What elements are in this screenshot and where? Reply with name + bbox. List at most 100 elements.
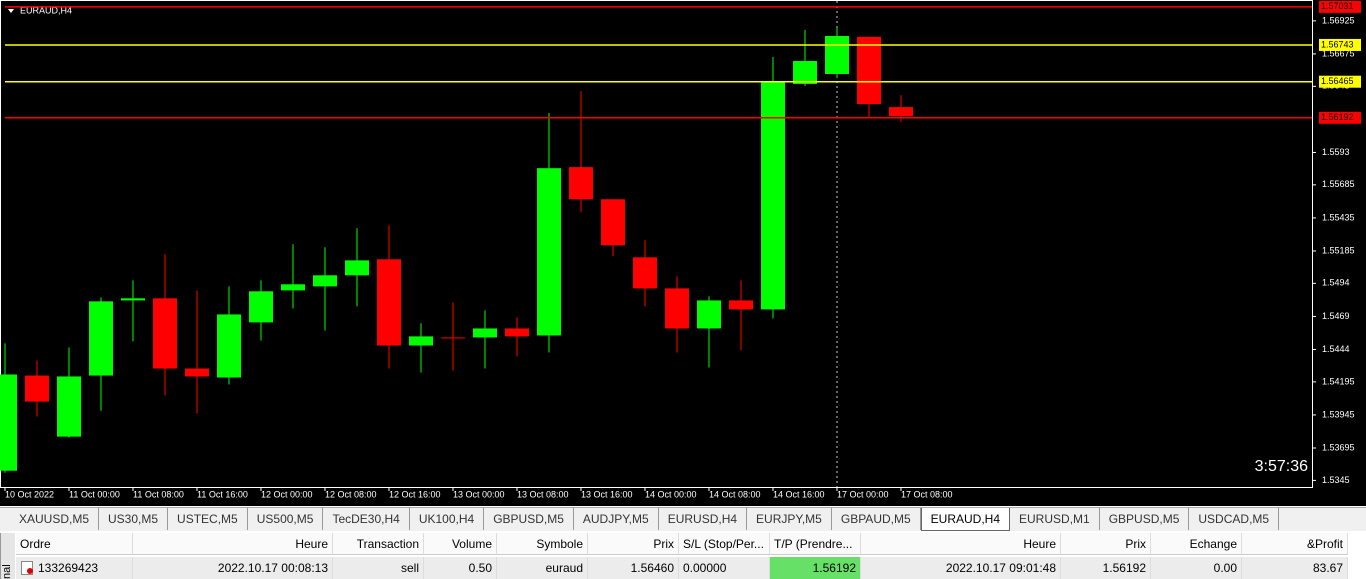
table-cell: 0.00	[1151, 557, 1242, 579]
candle-body	[633, 257, 657, 289]
tab[interactable]: USTEC,M5	[168, 508, 248, 530]
table-cell: 0.50	[424, 557, 497, 579]
tab[interactable]: GBPUSD,M5	[484, 508, 574, 530]
level-label: 1.57031	[1321, 1, 1354, 11]
candle-body	[729, 300, 753, 310]
tab[interactable]: XAUUSD,M5	[10, 508, 100, 530]
candle-body	[185, 368, 209, 377]
candle-body	[153, 298, 177, 369]
x-tick-label: 11 Oct 16:00	[197, 489, 248, 499]
tab[interactable]: EURAUD,H4	[920, 508, 1011, 531]
candle-body	[601, 199, 625, 246]
x-tick-label: 10 Oct 2022	[5, 489, 54, 499]
x-tick-label: 17 Oct 08:00	[901, 489, 953, 499]
candle-body	[761, 81, 785, 310]
candle-body	[697, 300, 721, 329]
tab[interactable]: UK100,H4	[410, 508, 485, 530]
x-tick-label: 14 Oct 08:00	[709, 489, 761, 499]
table-cell: 1.56460	[588, 557, 679, 579]
candle-body	[249, 291, 273, 323]
y-tick-label: 1.53945	[1322, 409, 1355, 419]
tab[interactable]: GBPAUD,M5	[832, 508, 921, 530]
y-tick-label: 1.55685	[1322, 179, 1355, 189]
x-tick-label: 14 Oct 16:00	[773, 489, 825, 499]
candle-body	[121, 298, 145, 301]
y-tick-label: 1.54195	[1322, 376, 1355, 386]
candle-body	[537, 168, 561, 336]
x-tick-label: 12 Oct 08:00	[325, 489, 377, 499]
tab[interactable]: EURUSD,H4	[659, 508, 748, 530]
table-cell: euraud	[497, 557, 588, 579]
candle-body	[0, 374, 17, 471]
trade-table: Ordre Heure Transaction Volume Symbole Prix S/…	[0, 533, 1366, 579]
candle-body	[313, 275, 337, 287]
candle-body	[89, 301, 113, 376]
column-header[interactable]: Heure	[133, 533, 333, 555]
order-icon	[21, 561, 33, 575]
table-cell: 2022.10.17 09:01:48	[861, 557, 1061, 579]
column-header[interactable]: S/L (Stop/Per...	[679, 533, 770, 555]
column-header[interactable]: Echange	[1151, 533, 1242, 555]
column-header[interactable]: Symbole	[497, 533, 588, 555]
candle-body	[25, 375, 49, 402]
chart-title: EURAUD,H4	[20, 5, 72, 15]
candle-body	[345, 260, 369, 276]
column-header[interactable]: &Profit	[1242, 533, 1348, 555]
tab[interactable]: USDCAD,M5	[1189, 508, 1280, 530]
y-tick-label: 1.56675	[1322, 48, 1355, 58]
candle-body	[665, 288, 689, 329]
side-label: nal	[0, 533, 15, 579]
column-header[interactable]: Ordre	[16, 533, 133, 555]
y-tick-label: 1.5444	[1322, 344, 1350, 354]
chart-frame	[0, 0, 1313, 488]
candle-body	[793, 60, 817, 84]
column-header[interactable]: Prix	[588, 533, 679, 555]
tab[interactable]: GBPUSD,M5	[1100, 508, 1190, 530]
column-header[interactable]: Heure	[861, 533, 1061, 555]
tab[interactable]: US30,M5	[99, 508, 169, 530]
tab[interactable]: EURUSD,M1	[1010, 508, 1100, 530]
level-label: 1.56465	[1321, 76, 1354, 86]
table-cell: 133269423	[16, 557, 133, 579]
y-tick-label: 1.53695	[1322, 442, 1355, 452]
level-label-box	[1319, 0, 1361, 13]
x-tick-label: 11 Oct 00:00	[69, 489, 120, 499]
tab[interactable]: AUDJPY,M5	[574, 508, 659, 530]
candle-body	[857, 36, 881, 105]
menu-arrow[interactable]	[8, 9, 14, 13]
candle-body	[569, 167, 593, 200]
candle-body	[217, 314, 241, 378]
level-label: 1.56192	[1321, 112, 1354, 122]
y-tick-label: 1.56925	[1322, 15, 1355, 25]
column-header[interactable]: Transaction	[333, 533, 424, 555]
table-cell: sell	[333, 557, 424, 579]
tab[interactable]: TecDE30,H4	[323, 508, 410, 530]
x-tick-label: 12 Oct 00:00	[261, 489, 313, 499]
table-cell: 2022.10.17 00:08:13	[133, 557, 333, 579]
candle-body	[281, 284, 305, 291]
column-header[interactable]: T/P (Prendre...	[770, 533, 861, 555]
tab[interactable]: US500,M5	[248, 508, 324, 530]
table-cell: 0.00000	[679, 557, 770, 579]
x-tick-label: 12 Oct 16:00	[389, 489, 441, 499]
candle-body	[57, 376, 81, 437]
y-tick-label: 1.5593	[1322, 147, 1350, 157]
tab[interactable]: EURJPY,M5	[747, 508, 832, 530]
candle-body	[889, 107, 913, 117]
x-tick-label: 14 Oct 00:00	[645, 489, 697, 499]
candle-body	[473, 328, 497, 338]
y-tick-label: 1.55435	[1322, 212, 1355, 222]
candle-body	[505, 328, 529, 337]
candle-body	[441, 337, 465, 339]
candle-body	[377, 259, 401, 346]
candle-body	[409, 336, 433, 346]
chart: EURAUD,H4 3:57:36 1.569251.566751.56431.…	[0, 0, 1366, 506]
level-label: 1.56743	[1321, 39, 1354, 49]
countdown: 3:57:36	[1255, 458, 1308, 475]
level-label-box	[1319, 75, 1361, 88]
column-header[interactable]: Volume	[424, 533, 497, 555]
candle-body	[825, 35, 849, 75]
column-header[interactable]: Prix	[1061, 533, 1151, 555]
y-tick-label: 1.5494	[1322, 278, 1350, 288]
